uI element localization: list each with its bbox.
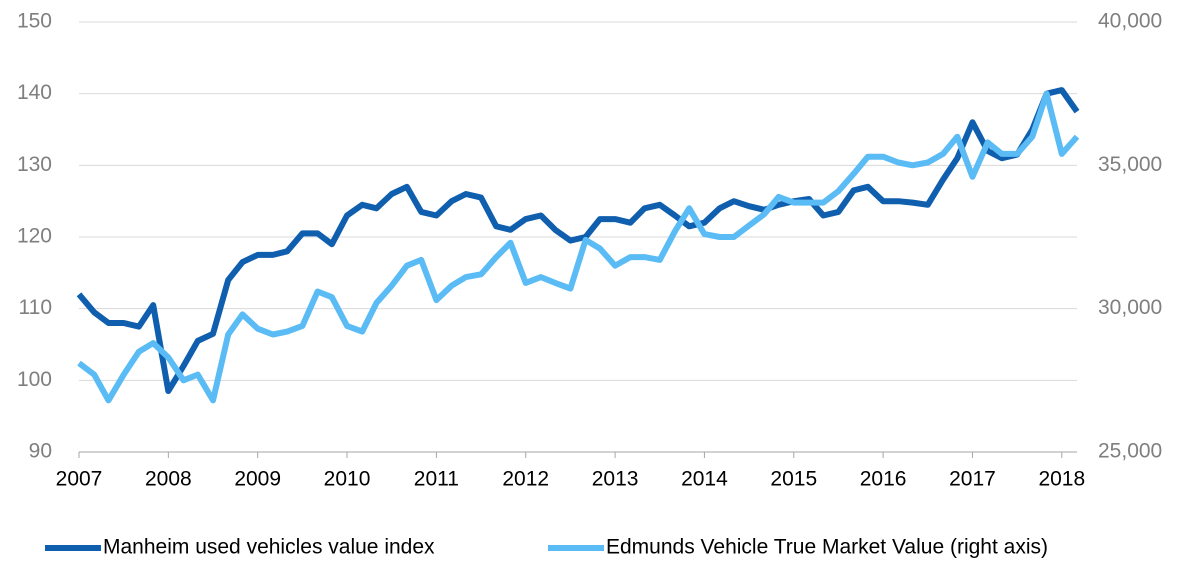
- x-tick-label: 2016: [860, 468, 907, 491]
- x-tick-label: 2018: [1038, 468, 1085, 491]
- x-tick-label: 2012: [502, 468, 549, 491]
- x-tick-label: 2014: [681, 468, 728, 491]
- x-tick-label: 2015: [770, 468, 817, 491]
- x-tick-label: 2010: [324, 468, 371, 491]
- y2-tick-label: 35,000: [1098, 153, 1162, 176]
- legend-label: Manheim used vehicles value index: [103, 536, 435, 559]
- series-line: [77, 90, 1080, 404]
- x-tick-label: 2013: [592, 468, 639, 491]
- y2-tick-label: 30,000: [1098, 296, 1162, 319]
- series-line: [76, 87, 1080, 395]
- y-tick-label: 130: [17, 153, 52, 176]
- x-tick-label: 2008: [145, 468, 192, 491]
- y-tick-label: 140: [17, 81, 52, 104]
- x-tick-label: 2007: [56, 468, 103, 491]
- x-tick-label: 2017: [949, 468, 996, 491]
- y2-tick-label: 40,000: [1098, 10, 1162, 33]
- y-tick-label: 100: [17, 368, 52, 391]
- x-tick-label: 2011: [414, 468, 459, 491]
- y-tick-label: 90: [29, 440, 52, 463]
- y-tick-label: 150: [17, 10, 52, 33]
- y-tick-label: 110: [19, 296, 52, 319]
- legend-label: Edmunds Vehicle True Market Value (right…: [606, 536, 1048, 559]
- x-tick-label: 2009: [234, 468, 281, 491]
- y2-tick-label: 25,000: [1098, 440, 1162, 463]
- y-tick-label: 120: [17, 225, 52, 248]
